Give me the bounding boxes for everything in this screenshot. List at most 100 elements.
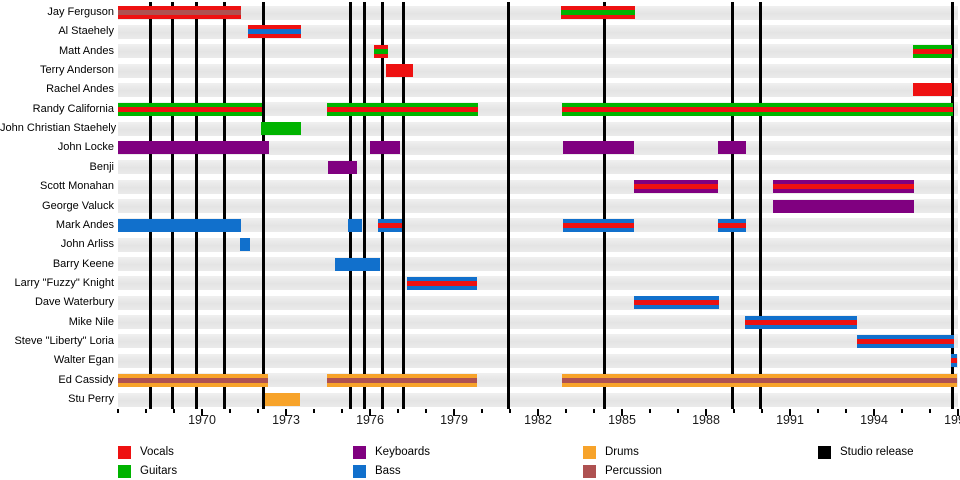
bar-stripe-vocals bbox=[772, 184, 915, 190]
bar-stripe-percussion bbox=[118, 377, 269, 383]
row-band bbox=[118, 5, 958, 20]
axis-year-label: 1979 bbox=[440, 413, 468, 427]
studio-release-line bbox=[758, 2, 762, 409]
member-bar-mark-andes-bass bbox=[118, 218, 241, 232]
legend-swatch-drums bbox=[583, 446, 596, 459]
legend-swatch-keyboards bbox=[353, 446, 366, 459]
legend-swatch-percussion bbox=[583, 465, 596, 478]
legend-label-keyboards: Keyboards bbox=[375, 446, 430, 458]
bar-stripe-vocals bbox=[744, 319, 857, 325]
axis-major-tick bbox=[285, 409, 287, 416]
axis-major-tick bbox=[873, 409, 875, 416]
bar-stripe-vocals bbox=[562, 106, 953, 112]
member-bar-al-staehely-vocals bbox=[247, 25, 302, 39]
member-bar-george-valuck-keyboards bbox=[772, 199, 915, 213]
axis-minor-tick bbox=[649, 409, 651, 413]
axis-minor-tick bbox=[341, 409, 343, 413]
member-bar-john-locke-keyboards bbox=[370, 141, 400, 155]
legend-swatch-vocals bbox=[118, 446, 131, 459]
axis-minor-tick bbox=[481, 409, 483, 413]
member-bar-mark-andes-bass bbox=[718, 218, 747, 232]
member-label-dave-waterbury: Dave Waterbury bbox=[34, 296, 114, 309]
axis-major-tick bbox=[705, 409, 707, 416]
member-bar-randy-california-guitars bbox=[118, 102, 262, 116]
member-bar-john-christian-staehely-guitars bbox=[261, 122, 302, 136]
bar-stripe-vocals bbox=[634, 184, 719, 190]
bar-stripe-guitars bbox=[560, 10, 635, 15]
axis-year-label: 1985 bbox=[608, 413, 636, 427]
member-label-mark-andes: Mark Andes bbox=[55, 218, 114, 231]
bar-stripe-vocals bbox=[562, 222, 635, 228]
axis-minor-tick bbox=[901, 409, 903, 413]
member-bar-barry-keene-bass bbox=[335, 257, 381, 271]
axis-year-label: 1994 bbox=[860, 413, 888, 427]
row-band bbox=[118, 295, 958, 310]
axis-minor-tick bbox=[929, 409, 931, 413]
axis-major-tick bbox=[537, 409, 539, 416]
member-bar-john-locke-keyboards bbox=[562, 141, 635, 155]
member-label-george-valuck: George Valuck bbox=[42, 199, 114, 212]
legend-label-bass: Bass bbox=[375, 465, 401, 477]
member-label-steve-liberty-loria: Steve "Liberty" Loria bbox=[14, 334, 114, 347]
member-label-randy-california: Randy California bbox=[32, 102, 114, 115]
row-band bbox=[118, 276, 958, 291]
member-label-john-arliss: John Arliss bbox=[60, 238, 114, 251]
legend-label-percussion: Percussion bbox=[605, 465, 662, 477]
member-label-benji: Benji bbox=[89, 160, 114, 173]
member-bar-matt-andes-guitars bbox=[912, 44, 953, 58]
axis-minor-tick bbox=[593, 409, 595, 413]
member-bar-scott-monahan-keyboards bbox=[634, 180, 719, 194]
member-bar-mike-nile-bass bbox=[744, 315, 857, 329]
studio-release-line bbox=[381, 2, 385, 409]
legend-label-drums: Drums bbox=[605, 446, 639, 458]
studio-release-line bbox=[507, 2, 511, 409]
studio-release-line bbox=[348, 2, 352, 409]
row-band bbox=[118, 44, 958, 59]
row-band bbox=[118, 82, 958, 97]
member-bar-terry-anderson-vocals bbox=[385, 64, 414, 78]
legend: Vocals Guitars Keyboards Bass Drums Percussio… bbox=[0, 440, 960, 480]
member-label-barry-keene: Barry Keene bbox=[52, 257, 114, 270]
bar-stripe-percussion bbox=[326, 377, 477, 383]
axis-minor-tick bbox=[117, 409, 119, 413]
timeline-plot-area: 1970 1973 1976 1979 1982 1985 1988 1991 1994 1997 bbox=[117, 0, 960, 440]
axis-major-tick bbox=[957, 409, 959, 416]
member-label-larry-fuzzy-knight: Larry "Fuzzy" Knight bbox=[14, 276, 114, 289]
axis-minor-tick bbox=[425, 409, 427, 413]
bar-stripe-vocals bbox=[406, 280, 477, 286]
bar-stripe-vocals bbox=[634, 300, 719, 306]
studio-release-line bbox=[148, 2, 152, 409]
bar-stripe-vocals bbox=[718, 222, 747, 228]
axis-minor-tick bbox=[817, 409, 819, 413]
member-label-al-staehely: Al Staehely bbox=[58, 25, 114, 38]
axis-major-tick bbox=[789, 409, 791, 416]
row-band bbox=[118, 160, 958, 175]
studio-release-line bbox=[362, 2, 366, 409]
member-label-rachel-andes: Rachel Andes bbox=[46, 83, 114, 96]
row-band bbox=[118, 218, 958, 233]
member-label-jay-ferguson: Jay Ferguson bbox=[47, 6, 114, 18]
bar-stripe-guitars bbox=[373, 48, 388, 54]
row-band bbox=[118, 392, 958, 407]
legend-label-studio-release: Studio release bbox=[840, 446, 914, 458]
row-band bbox=[118, 334, 958, 349]
studio-release-line bbox=[401, 2, 405, 409]
studio-release-line bbox=[223, 2, 227, 409]
row-band bbox=[118, 237, 958, 252]
axis-minor-tick bbox=[313, 409, 315, 413]
row-band bbox=[118, 199, 958, 213]
axis-minor-tick bbox=[845, 409, 847, 413]
member-label-john-locke: John Locke bbox=[57, 141, 114, 154]
axis-minor-tick bbox=[145, 409, 147, 413]
axis-year-label: 1991 bbox=[776, 413, 804, 427]
member-bar-john-locke-keyboards bbox=[718, 141, 747, 155]
member-bar-walter-egan-bass bbox=[951, 354, 957, 368]
axis-minor-tick bbox=[173, 409, 175, 413]
bar-stripe-vocals bbox=[856, 338, 955, 344]
axis-year-label: 1970 bbox=[188, 413, 216, 427]
axis-year-label: 1997 bbox=[944, 413, 960, 427]
axis-minor-tick bbox=[509, 409, 511, 413]
axis-minor-tick bbox=[257, 409, 259, 413]
member-label-ed-cassidy: Ed Cassidy bbox=[58, 373, 114, 386]
